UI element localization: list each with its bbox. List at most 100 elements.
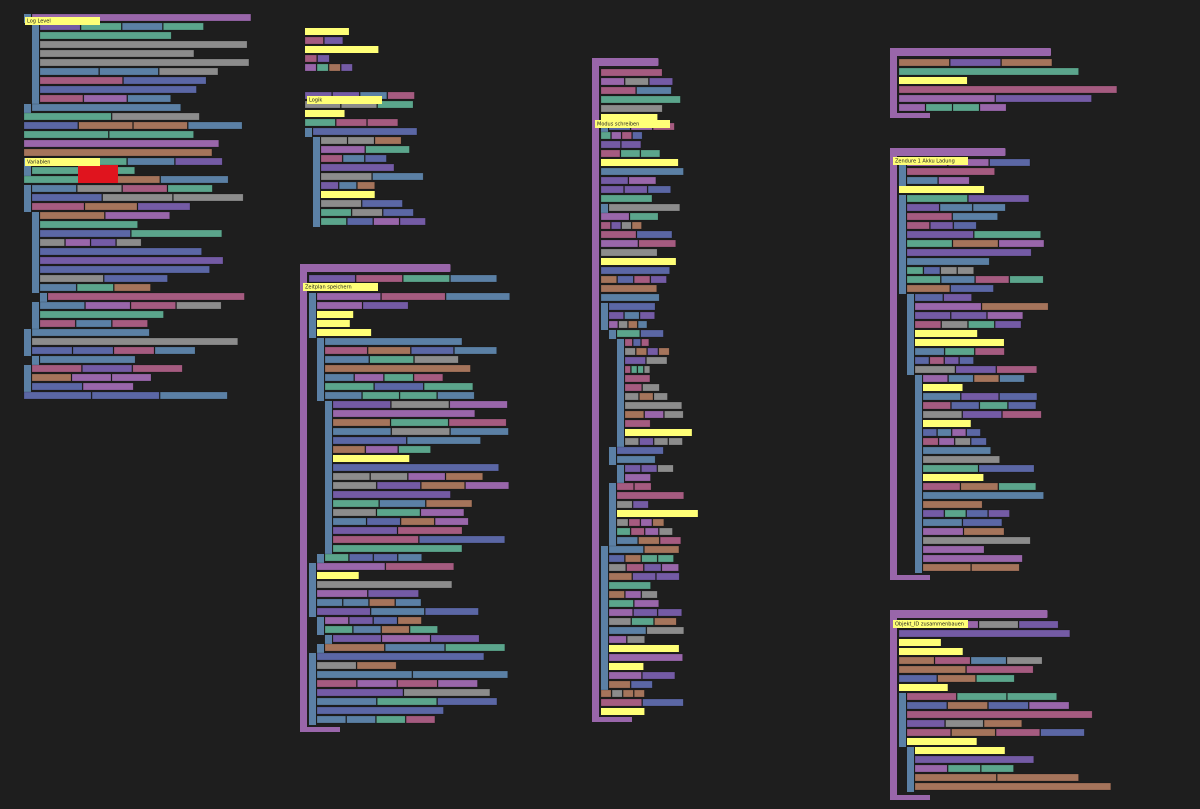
code-block[interactable] (445, 292, 510, 301)
code-block[interactable] (369, 598, 395, 607)
code-block[interactable] (600, 140, 621, 149)
code-block[interactable] (995, 94, 1092, 103)
code-block[interactable] (922, 509, 945, 518)
code-block[interactable] (922, 437, 939, 446)
code-block[interactable] (625, 590, 642, 599)
code-block[interactable] (618, 320, 628, 329)
code-block[interactable] (328, 63, 341, 72)
code-block[interactable] (963, 527, 1005, 536)
code-block[interactable] (906, 284, 950, 293)
code-block[interactable] (419, 535, 505, 544)
code-block[interactable] (922, 554, 1023, 563)
code-block[interactable] (974, 230, 1041, 239)
code-block[interactable] (624, 392, 639, 401)
code-block[interactable] (160, 175, 229, 184)
code-block[interactable] (957, 266, 974, 275)
code-block[interactable] (381, 634, 431, 643)
code-block[interactable] (324, 643, 385, 652)
code-block[interactable] (639, 437, 654, 446)
code-block[interactable] (962, 410, 1002, 419)
code-block[interactable] (906, 230, 974, 239)
code-block[interactable] (316, 292, 381, 301)
code-block[interactable] (639, 311, 655, 320)
code-block[interactable] (130, 301, 176, 310)
code-block[interactable] (365, 445, 398, 454)
code-block[interactable] (376, 715, 406, 724)
code-block[interactable] (641, 590, 658, 599)
code-block[interactable] (611, 221, 621, 230)
code-block[interactable] (332, 517, 367, 526)
code-block[interactable] (159, 391, 228, 400)
code-block[interactable] (922, 491, 1044, 500)
code-block[interactable] (320, 208, 352, 217)
code-block[interactable] (952, 103, 980, 112)
code-block[interactable] (39, 247, 202, 256)
code-block[interactable] (31, 193, 102, 202)
code-block[interactable] (346, 715, 376, 724)
code-block[interactable] (624, 311, 640, 320)
code-block[interactable] (906, 710, 1093, 719)
code-block[interactable] (608, 653, 683, 662)
code-block[interactable] (377, 100, 414, 109)
code-block[interactable] (633, 275, 651, 284)
code-block[interactable] (621, 221, 632, 230)
code-block[interactable] (316, 715, 346, 724)
code-block[interactable] (127, 94, 171, 103)
code-block[interactable] (600, 266, 670, 275)
code-block[interactable] (39, 256, 224, 265)
code-block[interactable] (611, 689, 623, 698)
code-block[interactable] (387, 91, 415, 100)
code-block[interactable] (384, 373, 414, 382)
code-block[interactable] (906, 257, 990, 266)
code-block[interactable] (395, 598, 422, 607)
code-block[interactable] (373, 217, 400, 226)
code-block[interactable] (1040, 728, 1085, 737)
code-block[interactable] (324, 36, 344, 45)
code-block[interactable] (332, 409, 476, 418)
code-block[interactable] (914, 311, 951, 320)
code-block[interactable] (324, 373, 354, 382)
code-block[interactable] (316, 589, 368, 598)
code-block[interactable] (640, 149, 661, 158)
code-block[interactable] (922, 401, 951, 410)
code-block[interactable] (646, 626, 685, 635)
code-block[interactable] (632, 131, 643, 140)
code-block[interactable] (624, 347, 636, 356)
code-block[interactable] (914, 782, 1112, 791)
code-block[interactable] (377, 697, 437, 706)
code-block[interactable] (376, 508, 421, 517)
code-block[interactable] (914, 356, 930, 365)
code-block[interactable] (624, 383, 642, 392)
code-block[interactable] (82, 364, 133, 373)
code-block[interactable] (608, 617, 632, 626)
code-block[interactable] (349, 553, 374, 562)
code-block[interactable] (947, 701, 988, 710)
code-block[interactable] (906, 203, 940, 212)
code-block[interactable] (354, 373, 384, 382)
code-block[interactable] (960, 482, 999, 491)
code-block[interactable] (316, 661, 357, 670)
code-block[interactable] (175, 157, 223, 166)
code-block[interactable] (31, 202, 85, 211)
code-block[interactable] (312, 127, 418, 136)
code-block[interactable] (938, 437, 955, 446)
code-block[interactable] (342, 154, 365, 163)
code-block[interactable] (357, 679, 397, 688)
code-block[interactable] (950, 284, 994, 293)
code-block[interactable] (1009, 275, 1044, 284)
code-block[interactable] (630, 527, 645, 536)
code-block[interactable] (399, 391, 437, 400)
code-block[interactable] (31, 373, 72, 382)
code-block[interactable] (356, 661, 397, 670)
code-block[interactable] (608, 608, 633, 617)
code-block[interactable] (922, 410, 963, 419)
code-block[interactable] (332, 535, 419, 544)
code-block[interactable] (641, 554, 658, 563)
code-block[interactable] (644, 410, 664, 419)
code-block[interactable] (465, 481, 509, 490)
code-block[interactable] (382, 208, 414, 217)
code-block[interactable] (922, 536, 1031, 545)
code-block[interactable] (324, 616, 349, 625)
code-block[interactable] (930, 221, 954, 230)
code-block[interactable] (342, 598, 369, 607)
